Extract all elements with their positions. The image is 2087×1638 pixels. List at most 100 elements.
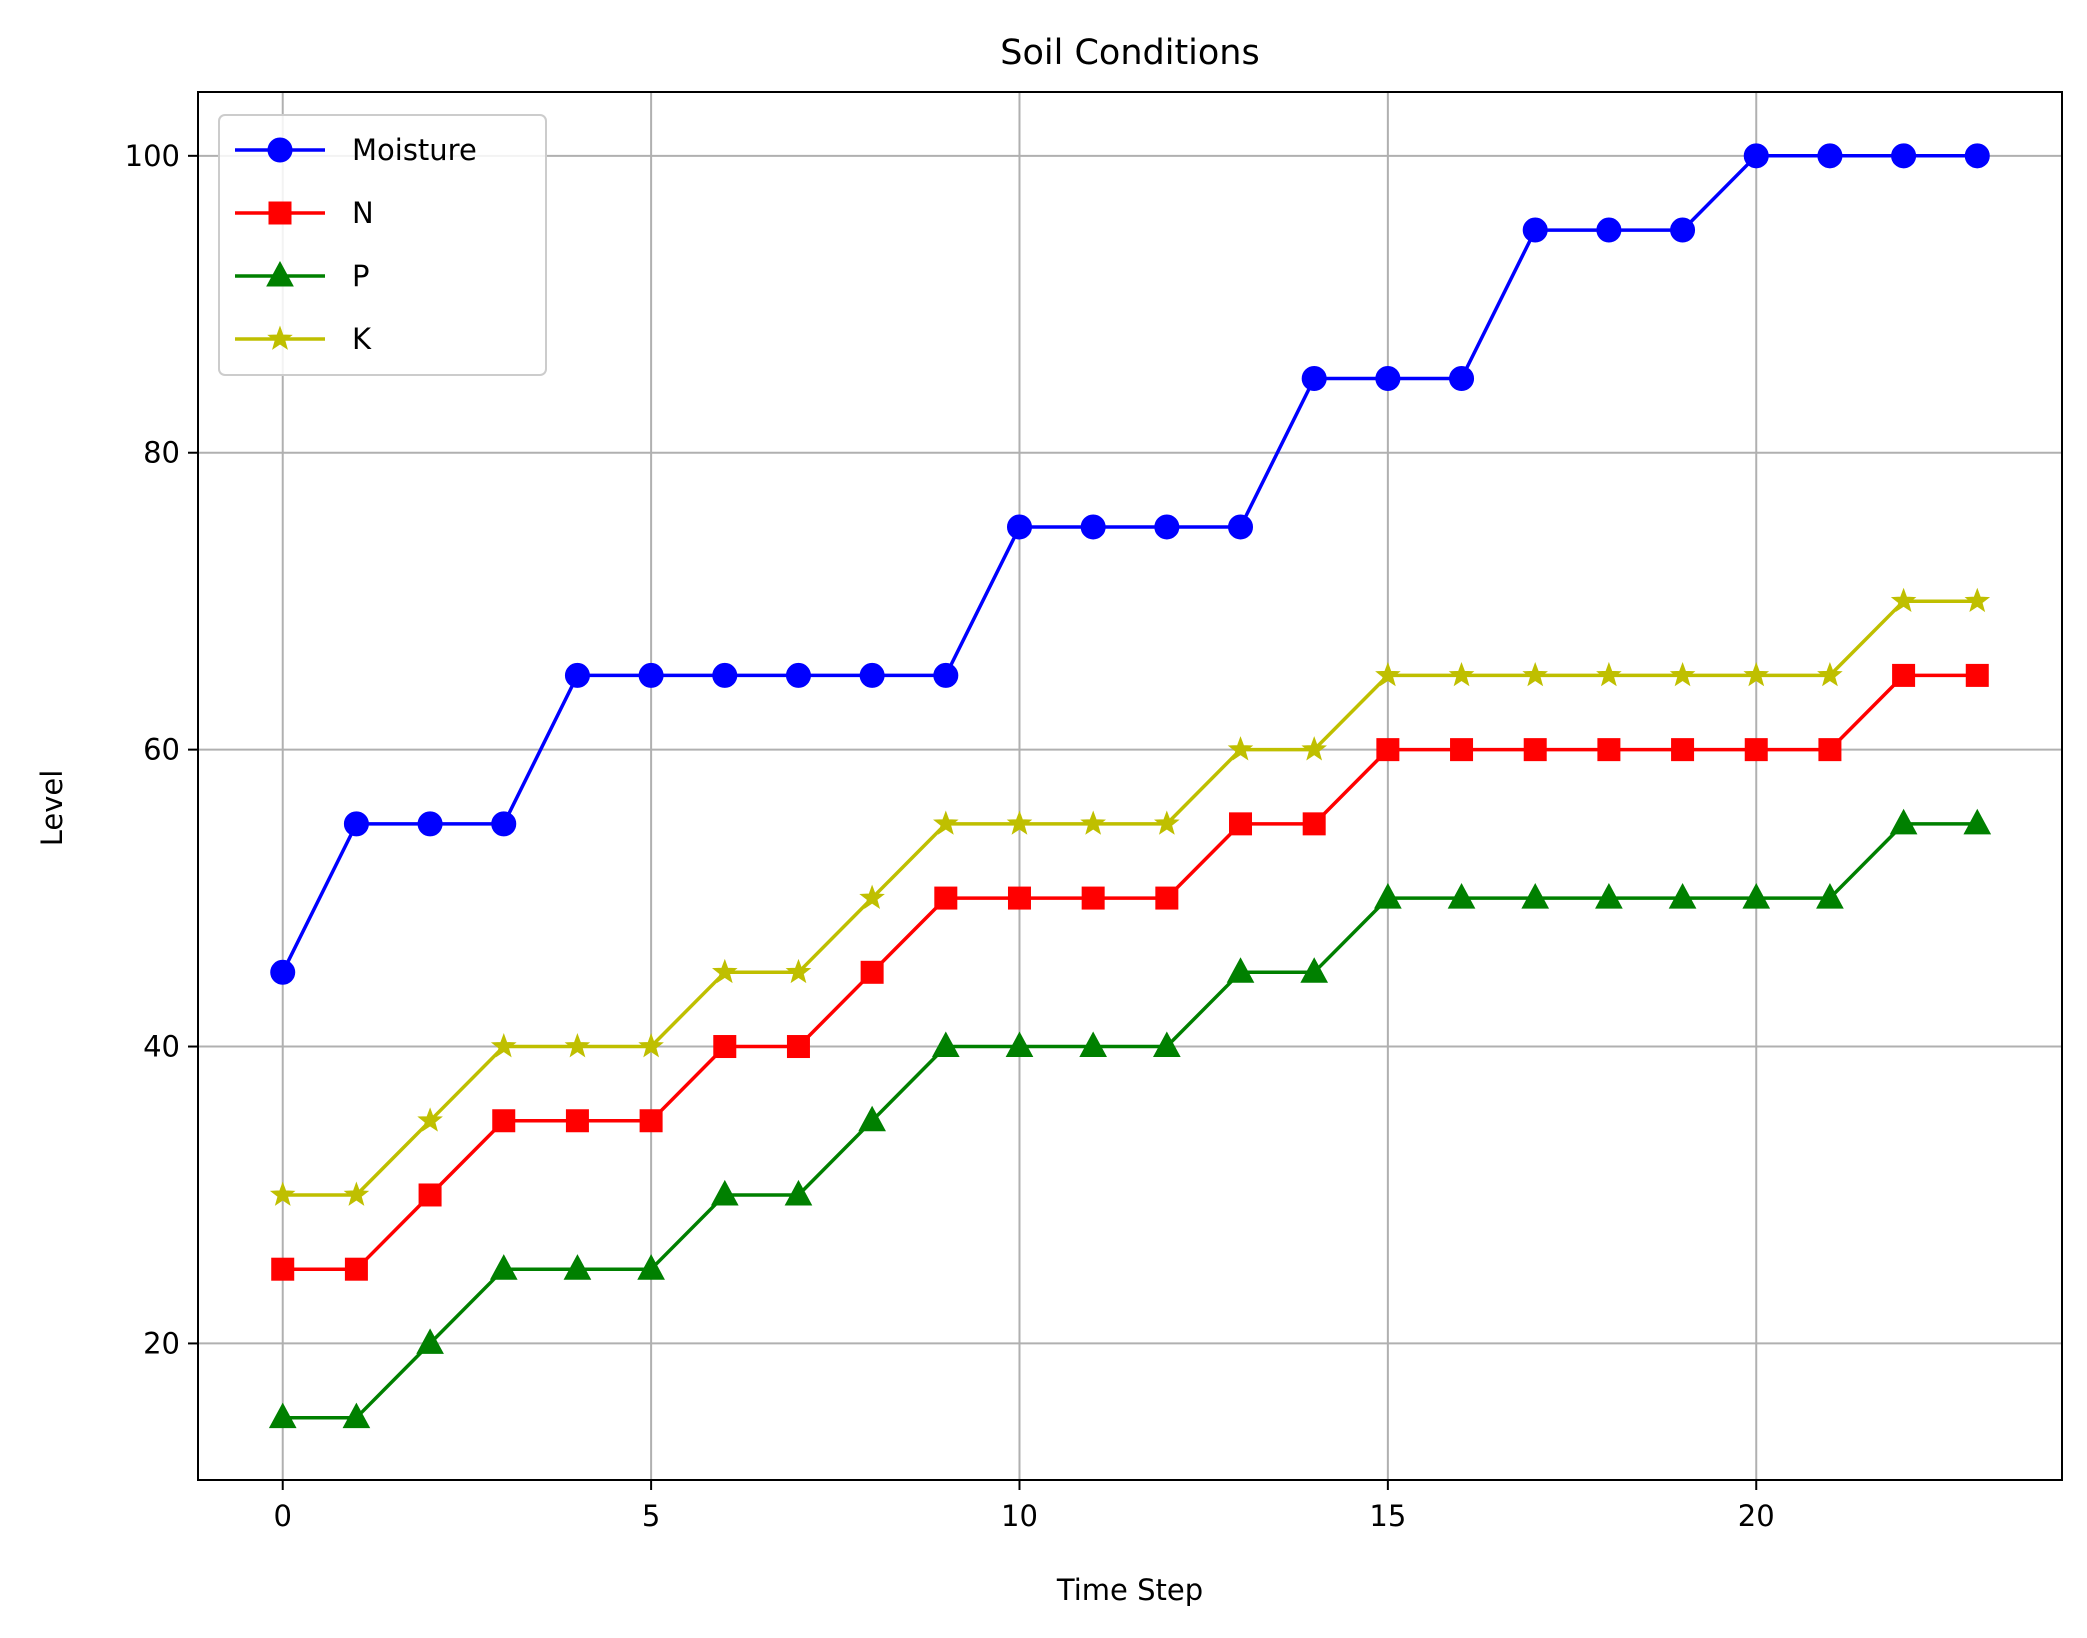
y-tick-label: 100 (125, 139, 180, 173)
data-point-moisture (1596, 217, 1622, 243)
data-point-p (1816, 883, 1844, 909)
legend-item-p: P (235, 259, 370, 293)
data-point-n (860, 960, 884, 984)
data-point-n (1229, 812, 1253, 836)
data-point-n (344, 1257, 368, 1281)
data-point-n (1671, 738, 1695, 762)
data-point-moisture (1522, 217, 1548, 243)
data-point-n (786, 1035, 810, 1059)
data-point-p (1668, 883, 1697, 909)
data-point-k (1669, 661, 1696, 687)
x-tick-label: 5 (642, 1499, 660, 1533)
data-point-p (416, 1328, 444, 1354)
x-tick-label: 10 (1001, 1499, 1038, 1533)
data-point-k (1596, 661, 1622, 687)
x-tick-label: 20 (1738, 1499, 1775, 1533)
data-point-n (492, 1109, 516, 1133)
data-point-p (784, 1179, 813, 1206)
series-line-p (282, 822, 1978, 1420)
series-p (268, 808, 1992, 1429)
data-point-p (563, 1254, 592, 1280)
data-point-p (1300, 957, 1329, 983)
data-point-n (1302, 812, 1326, 836)
data-point-moisture (1228, 514, 1254, 540)
chart-title: Soil Conditions (1000, 33, 1259, 73)
data-point-n (639, 1109, 663, 1133)
data-point-k (1154, 810, 1180, 835)
data-point-p (1374, 883, 1402, 909)
legend-label-n: N (352, 196, 374, 230)
data-point-n (1965, 663, 1989, 687)
data-point-moisture (1743, 143, 1769, 169)
data-point-k (1227, 736, 1254, 761)
data-point-k (1301, 736, 1327, 761)
data-point-k (1890, 587, 1917, 613)
data-point-k (343, 1181, 370, 1206)
data-point-k (417, 1107, 443, 1132)
data-point-moisture (1301, 366, 1327, 392)
data-point-k (1964, 587, 1991, 613)
data-point-n (1376, 738, 1400, 762)
series-line-moisture (281, 154, 1978, 974)
y-tick-label: 40 (143, 1030, 180, 1064)
data-point-k (564, 1033, 591, 1058)
data-point-k (1448, 661, 1475, 687)
series-moisture (270, 143, 1990, 985)
data-point-moisture (270, 959, 296, 985)
data-point-p (1079, 1031, 1108, 1058)
data-point-p (1521, 883, 1550, 909)
data-point-k (1080, 810, 1106, 835)
legend: Moisture NPK (218, 114, 547, 376)
data-point-moisture (1080, 514, 1106, 540)
data-point-moisture (1817, 143, 1843, 169)
data-point-p (1889, 808, 1918, 835)
data-point-n (1155, 886, 1179, 910)
data-point-n (1523, 738, 1547, 762)
legend-marker-k (267, 325, 293, 350)
data-point-p (1005, 1031, 1034, 1058)
data-point-moisture (859, 662, 885, 688)
data-point-p (268, 1402, 297, 1429)
y-tick-label: 80 (143, 436, 180, 470)
data-point-p (1742, 883, 1771, 909)
data-point-n (1597, 738, 1621, 762)
legend-box (218, 114, 547, 376)
data-point-moisture (933, 662, 959, 688)
x-tick-label: 15 (1369, 1499, 1406, 1533)
legend-marker-p (266, 260, 294, 287)
legend-item-moisture: Moisture (235, 133, 477, 167)
data-point-moisture (1006, 514, 1032, 540)
series-n (271, 663, 1989, 1281)
legend-marker-n (268, 201, 292, 225)
data-point-p (1963, 808, 1992, 835)
x-axis-label: Time Step (1056, 1573, 1203, 1607)
data-point-n (934, 886, 958, 910)
data-point-n (1744, 738, 1768, 762)
data-point-n (1450, 738, 1474, 762)
data-point-k (269, 1181, 296, 1206)
data-point-n (1007, 886, 1031, 910)
y-axis-label: Level (35, 770, 69, 847)
data-point-p (637, 1254, 665, 1280)
data-point-moisture (1670, 217, 1696, 243)
legend-label-p: P (352, 259, 370, 293)
data-point-k (712, 958, 738, 984)
data-point-n (565, 1109, 589, 1133)
data-point-moisture (1154, 514, 1180, 540)
data-point-k (785, 958, 812, 984)
data-point-k (859, 884, 885, 909)
data-point-k (1817, 661, 1843, 687)
data-point-moisture (638, 662, 664, 688)
legend-label-moisture: Moisture (352, 133, 477, 167)
data-point-k (1522, 661, 1548, 687)
x-axis-ticks: 0 5 10 15 20 (274, 1480, 1775, 1533)
data-point-moisture (1375, 366, 1401, 392)
plot-frame (197, 91, 2063, 1481)
data-point-n (713, 1035, 737, 1059)
data-point-moisture (712, 662, 738, 688)
data-point-k (638, 1033, 664, 1058)
data-point-p (1447, 883, 1476, 909)
data-point-moisture (491, 811, 517, 837)
data-point-p (1595, 883, 1623, 909)
x-tick-label: 0 (274, 1499, 292, 1533)
